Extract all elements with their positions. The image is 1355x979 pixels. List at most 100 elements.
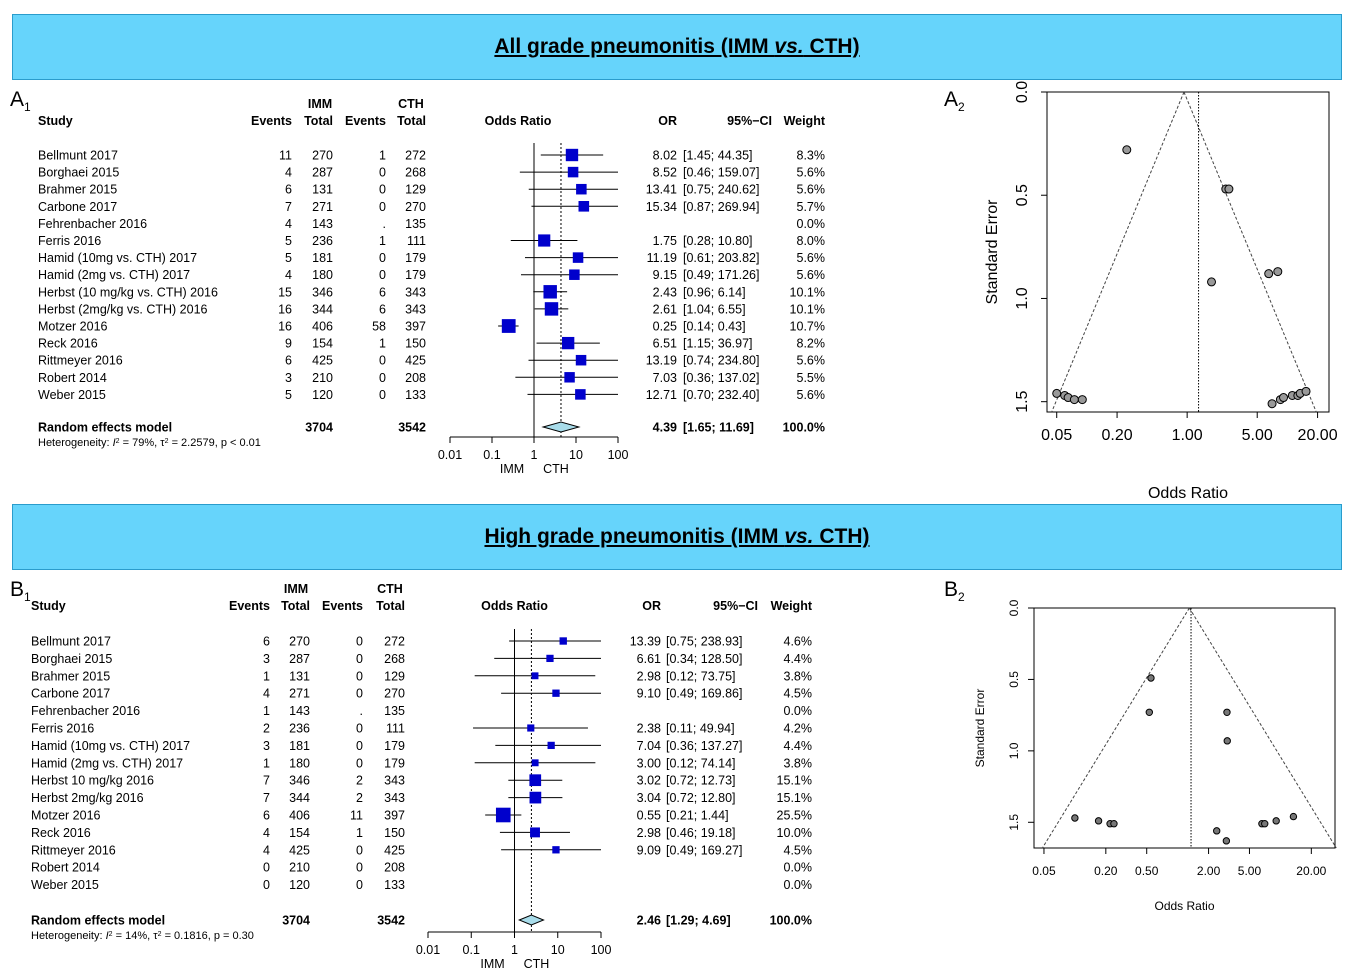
forest-b-study-name: Motzer 2016 bbox=[31, 809, 101, 823]
forest-a-imm-total: 120 bbox=[312, 388, 333, 402]
forest-b-cth-events: 0 bbox=[356, 756, 363, 770]
funnel-b-study-point bbox=[1145, 708, 1154, 716]
panel-b-title: High grade pneumonitis (IMM vs. CTH) bbox=[484, 525, 870, 548]
forest-b-cth-total: 343 bbox=[384, 774, 405, 788]
forest-b-imm-events: 2 bbox=[263, 722, 270, 736]
forest-b-study-name: Ferris 2016 bbox=[31, 722, 94, 736]
forest-a-weight-value: 5.5% bbox=[797, 371, 826, 385]
forest-b-study-name: Carbone 2017 bbox=[31, 687, 110, 701]
forest-b-cth-total: 425 bbox=[384, 843, 405, 857]
forest-b-summary-or: 2.46 bbox=[637, 914, 661, 928]
forest-a-imm-total: 143 bbox=[312, 217, 333, 231]
funnel-b-y-tick-label: 1.0 bbox=[1007, 742, 1021, 759]
forest-b-cth-events: 0 bbox=[356, 652, 363, 666]
forest-b-ci-value: [0.75; 238.93] bbox=[666, 635, 742, 649]
forest-b-weight-box bbox=[552, 689, 560, 697]
forest-b-cth-total: 179 bbox=[384, 756, 405, 770]
forest-a-cth-total: 150 bbox=[405, 337, 426, 351]
forest-a-summary-ci: [1.65; 11.69] bbox=[683, 421, 754, 435]
forest-b-ci-value: [0.72; 12.73] bbox=[666, 774, 736, 788]
forest-a-x-tick-label: 0.1 bbox=[483, 448, 500, 462]
forest-b-imm-events: 4 bbox=[263, 687, 270, 701]
forest-a-ci-value: [0.61; 203.82] bbox=[683, 251, 759, 265]
forest-a-imm-events: 15 bbox=[278, 285, 292, 299]
forest-b-header-ci: 95%−CI bbox=[713, 599, 758, 613]
forest-a-study-name: Bellmunt 2017 bbox=[38, 149, 118, 163]
forest-a-weight-value: 5.6% bbox=[797, 268, 826, 282]
forest-b-cth-total: 397 bbox=[384, 809, 405, 823]
funnel-b-x-axis-label: Odds Ratio bbox=[1154, 899, 1214, 913]
forest-a-imm-total: 425 bbox=[312, 354, 333, 368]
forest-a-ci-value: [0.70; 232.40] bbox=[683, 388, 759, 402]
forest-b-or-value: 0.55 bbox=[637, 809, 661, 823]
forest-b-or-value: 3.04 bbox=[637, 791, 661, 805]
forest-a-ci-value: [0.14; 0.43] bbox=[683, 320, 746, 334]
forest-b-or-value: 9.09 bbox=[637, 843, 661, 857]
forest-a-header-imm: IMM bbox=[308, 97, 332, 111]
forest-b-or-value: 6.61 bbox=[637, 652, 661, 666]
funnel-b-study-point bbox=[1110, 820, 1118, 828]
forest-a-study-name: Rittmeyer 2016 bbox=[38, 354, 123, 368]
funnel-b-x-tick-label: 0.20 bbox=[1094, 864, 1118, 878]
forest-a-weight-value: 10.1% bbox=[790, 285, 825, 299]
forest-b-cth-events: 1 bbox=[356, 826, 363, 840]
forest-a-or-value: 2.61 bbox=[653, 302, 677, 316]
forest-b-imm-events: 7 bbox=[263, 791, 270, 805]
forest-b-cth-total: 343 bbox=[384, 791, 405, 805]
forest-a-imm-events: 11 bbox=[279, 149, 292, 163]
forest-a-weight-box bbox=[564, 372, 575, 383]
forest-a-weight-box bbox=[575, 389, 586, 400]
forest-a-cth-events: 1 bbox=[379, 234, 386, 248]
forest-a-weight-value: 10.7% bbox=[790, 320, 825, 334]
forest-a-ci-value: [1.04; 6.55] bbox=[683, 302, 746, 316]
panel-b-banner: High grade pneumonitis (IMM vs. CTH) bbox=[12, 504, 1342, 570]
forest-a-weight-box bbox=[562, 336, 575, 350]
forest-a-ci-value: [1.45; 44.35] bbox=[683, 149, 753, 163]
forest-b-study-name: Hamid (2mg vs. CTH) 2017 bbox=[31, 756, 183, 770]
forest-b-weight-box bbox=[559, 637, 567, 645]
forest-a-header-imm-total: Total bbox=[304, 114, 333, 128]
forest-b-summary-imm-total: 3704 bbox=[282, 914, 310, 928]
forest-b-header-cth: CTH bbox=[377, 582, 403, 596]
forest-b-weight-value: 0.0% bbox=[784, 878, 813, 892]
funnel-b-study-point bbox=[1222, 837, 1231, 845]
forest-a-weight-value: 10.1% bbox=[790, 302, 825, 316]
forest-a-header-cth-events: Events bbox=[345, 114, 386, 128]
forest-b-imm-events: 1 bbox=[263, 669, 270, 683]
funnel-a-y-tick-label: 1.5 bbox=[1014, 390, 1031, 412]
forest-a-cth-events: 1 bbox=[379, 337, 386, 351]
panel-a-title: All grade pneumonitis (IMM vs. CTH) bbox=[494, 35, 860, 58]
forest-b-header-odds-ratio: Odds Ratio bbox=[481, 599, 548, 613]
forest-b-weight-box bbox=[531, 759, 539, 767]
funnel-a-study-point bbox=[1052, 388, 1062, 398]
forest-a-weight-value: 5.6% bbox=[797, 166, 826, 180]
forest-a-ci-value: [0.36; 137.02] bbox=[683, 371, 759, 385]
forest-b-or-value: 9.10 bbox=[637, 687, 661, 701]
forest-a-imm-events: 6 bbox=[285, 354, 292, 368]
forest-a-ci-value: [0.74; 234.80] bbox=[683, 354, 759, 368]
forest-b-imm-total: 425 bbox=[289, 843, 310, 857]
forest-a-ci-value: [0.96; 6.14] bbox=[683, 285, 746, 299]
forest-a-header-study: Study bbox=[38, 114, 73, 128]
forest-b-imm-events: 6 bbox=[263, 809, 270, 823]
forest-a-header-cth: CTH bbox=[398, 97, 424, 111]
forest-a-weight-value: 8.2% bbox=[797, 337, 826, 351]
forest-a-imm-total: 270 bbox=[312, 149, 333, 163]
forest-b-imm-events: 4 bbox=[263, 826, 270, 840]
forest-a-weight-box bbox=[501, 319, 516, 333]
forest-a-summary-imm-total: 3704 bbox=[305, 421, 333, 435]
forest-a-header-weight: Weight bbox=[784, 114, 826, 128]
forest-b-x-tick-label: 0.1 bbox=[463, 943, 480, 957]
forest-a-summary-label: Random effects model bbox=[38, 421, 172, 435]
forest-a-imm-total: 346 bbox=[312, 285, 333, 299]
forest-b-cth-events: 0 bbox=[356, 669, 363, 683]
forest-a-cth-total: 135 bbox=[405, 217, 426, 231]
funnel-b-study-point bbox=[1213, 827, 1221, 835]
forest-b-weight-box bbox=[547, 741, 555, 750]
forest-b-imm-events: 6 bbox=[263, 635, 270, 649]
forest-a-or-value: 12.71 bbox=[646, 388, 677, 402]
forest-b-cth-events: 2 bbox=[356, 774, 363, 788]
forest-b-heterogeneity: Heterogeneity: I2 = 14%, τ2 = 0.1816, p … bbox=[31, 930, 254, 942]
forest-a-study-name: Fehrenbacher 2016 bbox=[38, 217, 147, 231]
